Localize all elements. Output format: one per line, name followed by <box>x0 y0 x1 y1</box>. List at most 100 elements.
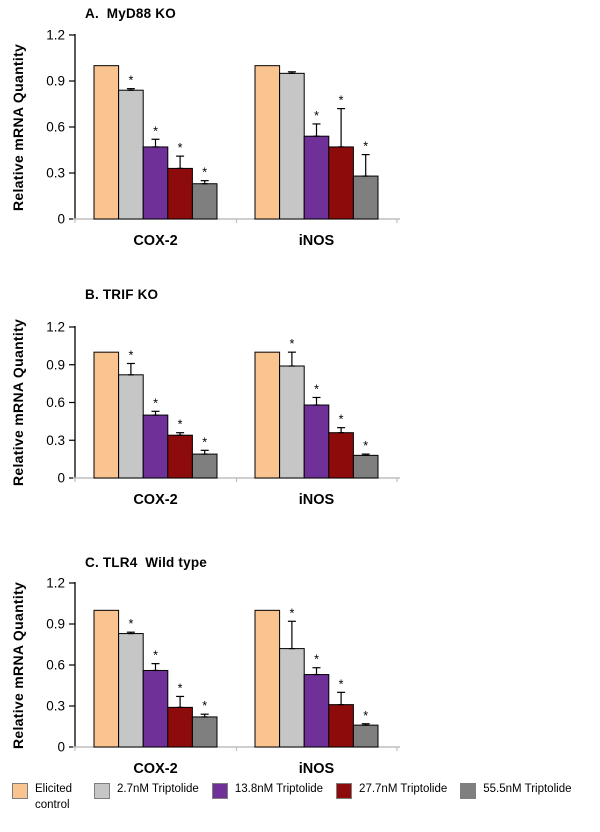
bar <box>93 609 120 748</box>
legend-label: Elicited control <box>35 783 73 811</box>
legend-label: 27.7nM Triptolide <box>359 783 448 795</box>
x-category-label: iNOS <box>299 492 335 508</box>
y-tick-label: 0 <box>57 212 65 227</box>
significance-star: * <box>289 337 294 351</box>
panel-trif-ko: B. TRIF KO Relative mRNA Quantity 0 0.3 0.… <box>0 275 600 525</box>
bar <box>352 175 379 220</box>
y-tick-label: 0.6 <box>46 395 65 410</box>
bar <box>279 72 305 220</box>
y-tick-label: 0.6 <box>46 120 65 135</box>
y-tick-label: 0.6 <box>46 658 65 673</box>
y-tick-label: 0 <box>57 471 65 486</box>
bar <box>118 89 144 220</box>
panel-b-title: B. TRIF KO <box>85 287 159 302</box>
legend-item-55-5nm: 55.5nM Triptolide <box>460 782 571 799</box>
significance-star: * <box>363 140 368 154</box>
y-tick-label: 0.3 <box>46 699 65 714</box>
legend-swatch-13-8nm <box>211 783 228 799</box>
panel-myd88-ko: A. MyD88 KO Relative mRNA Quantity 0 0.3 0… <box>0 0 600 272</box>
significance-star: * <box>178 141 183 155</box>
significance-star: * <box>202 166 207 180</box>
significance-star: * <box>363 439 368 453</box>
bar <box>93 65 120 220</box>
bar <box>352 724 379 748</box>
bar <box>191 453 218 479</box>
bar <box>303 404 330 479</box>
significance-star: * <box>202 699 207 713</box>
y-tick-label: 0.3 <box>46 166 65 181</box>
bar <box>142 669 169 748</box>
y-tick-label: 1.2 <box>46 320 65 335</box>
panel-a-title: A. MyD88 KO <box>85 6 176 21</box>
bar <box>167 706 193 748</box>
x-category-label: iNOS <box>299 761 335 777</box>
panel-c-chart: 0 0.3 0.6 0.9 1.2 * * * * COX-2 * * * * iNOS <box>46 576 400 777</box>
bar <box>142 146 169 220</box>
significance-star: * <box>314 653 319 667</box>
y-tick-label: 1.2 <box>46 28 65 43</box>
bar <box>191 716 218 748</box>
legend-swatch-55-5nm <box>460 783 477 799</box>
x-category-label: iNOS <box>299 233 335 249</box>
significance-star: * <box>128 74 133 88</box>
bar <box>254 351 281 479</box>
legend-swatch-elicited-control <box>12 783 28 799</box>
bar <box>142 414 169 479</box>
bar <box>352 454 379 479</box>
bar <box>303 135 330 220</box>
legend-item-elicited-control: Elicited control <box>12 782 81 813</box>
x-category-label: COX-2 <box>133 761 177 777</box>
bar <box>254 65 281 220</box>
significance-star: * <box>314 109 319 123</box>
x-category-label: COX-2 <box>133 233 177 249</box>
legend-item-27-7nm: 27.7nM Triptolide <box>336 782 447 799</box>
bar <box>254 609 281 748</box>
y-tick-label: 0.3 <box>46 433 65 448</box>
panel-c-title: C. TLR4 Wild type <box>85 555 207 570</box>
significance-star: * <box>289 606 294 620</box>
bar <box>167 434 193 479</box>
significance-star: * <box>339 413 344 427</box>
significance-star: * <box>153 649 158 663</box>
panel-a-chart: 0 0.3 0.6 0.9 1.2 * * * * COX-2 * * * iNOS <box>46 28 400 249</box>
y-tick-label: 1.2 <box>46 576 65 591</box>
bar <box>328 432 354 479</box>
bar <box>303 674 330 748</box>
bar <box>167 167 193 220</box>
bar <box>93 351 120 479</box>
significance-star: * <box>153 124 158 138</box>
bar <box>191 183 218 220</box>
significance-star: * <box>314 382 319 396</box>
legend-item-2-7nm: 2.7nM Triptolide <box>94 782 199 799</box>
legend-label: 55.5nM Triptolide <box>483 783 572 795</box>
legend-label: 2.7nM Triptolide <box>117 783 199 795</box>
legend: Elicited control 2.7nM Triptolide 13.8nM… <box>12 782 592 813</box>
significance-star: * <box>128 348 133 362</box>
bar <box>279 365 305 479</box>
bar <box>279 648 305 748</box>
significance-star: * <box>202 435 207 449</box>
bar <box>328 704 354 748</box>
panel-tlr4-wild-type: C. TLR4 Wild type Relative mRNA Quantity… <box>0 528 600 784</box>
significance-star: * <box>128 617 133 631</box>
y-tick-label: 0.9 <box>46 617 65 632</box>
bar <box>118 633 144 748</box>
panel-b-chart: 0 0.3 0.6 0.9 1.2 * * * * COX-2 * * * * iNOS <box>46 320 400 508</box>
significance-star: * <box>153 396 158 410</box>
y-tick-label: 0.9 <box>46 74 65 89</box>
y-tick-label: 0.9 <box>46 357 65 372</box>
legend-swatch-27-7nm <box>336 783 353 799</box>
y-tick-label: 0 <box>57 740 65 755</box>
bar <box>328 146 354 220</box>
significance-star: * <box>339 677 344 691</box>
bar <box>118 374 144 479</box>
significance-star: * <box>363 709 368 723</box>
legend-swatch-2-7nm <box>94 783 110 799</box>
x-category-label: COX-2 <box>133 492 177 508</box>
significance-star: * <box>178 418 183 432</box>
significance-star: * <box>339 94 344 108</box>
legend-item-13-8nm: 13.8nM Triptolide <box>211 782 324 799</box>
significance-star: * <box>178 681 183 695</box>
legend-label: 13.8nM Triptolide <box>234 783 324 795</box>
